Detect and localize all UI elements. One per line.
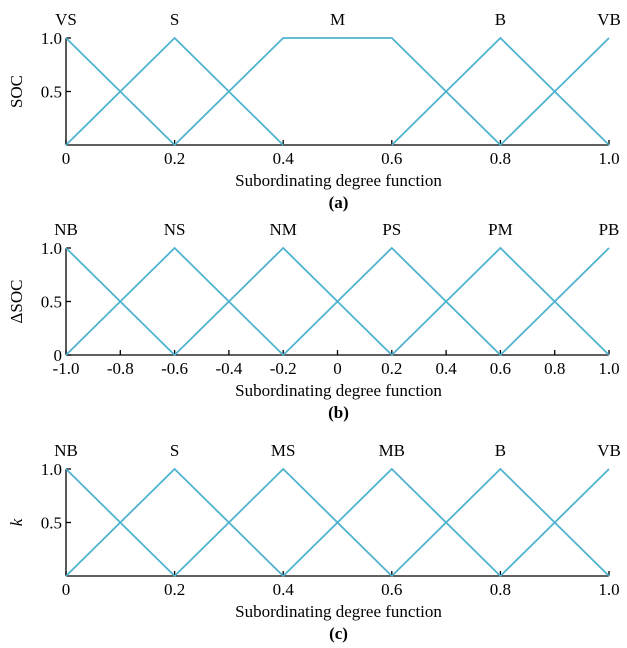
series-line-vb xyxy=(499,37,610,146)
x-tick-label: 0.8 xyxy=(490,149,511,168)
x-tick-label: -0.8 xyxy=(107,359,134,378)
x-tick-label: 0.4 xyxy=(435,359,457,378)
set-label-ms: MS xyxy=(271,441,296,460)
x-tick-label: 0.2 xyxy=(381,359,402,378)
set-label-pb: PB xyxy=(599,220,620,239)
y-tick-label: 1.0 xyxy=(41,460,62,479)
set-label-mb: MB xyxy=(379,441,405,460)
series-line-m xyxy=(173,37,502,146)
series-line-ps xyxy=(282,246,502,356)
set-label-ns: NS xyxy=(164,220,186,239)
y-tick-label: 0 xyxy=(54,346,63,365)
series-line-pm xyxy=(391,246,610,356)
x-tick-label: 0.4 xyxy=(273,149,295,168)
x-tick-label: 0.4 xyxy=(273,580,295,599)
panel-caption: (a) xyxy=(329,193,349,212)
series-line-b xyxy=(391,36,610,146)
chart-panel-1: 0 0.2 0.4 0.6 0.8 1.00.51.0VS S M B VBSOCSubordin… xyxy=(7,10,621,212)
series-line-ns xyxy=(65,246,284,356)
y-tick-label: 0.5 xyxy=(41,83,62,102)
set-label-nm: NM xyxy=(269,220,296,239)
x-tick-label: 0.2 xyxy=(164,580,185,599)
x-axis-label: Subordinating degree function xyxy=(235,602,442,621)
x-tick-label: 0.6 xyxy=(381,149,402,168)
x-tick-label: 0 xyxy=(333,359,342,378)
set-label-m: M xyxy=(330,10,345,29)
x-tick-label: 0.8 xyxy=(490,580,511,599)
panel-caption: (b) xyxy=(328,403,349,422)
y-tick-label: 0.5 xyxy=(41,293,62,312)
x-tick-label: 1.0 xyxy=(598,359,619,378)
set-label-nb: NB xyxy=(54,220,78,239)
x-tick-label: 0.8 xyxy=(544,359,565,378)
set-label-b: B xyxy=(495,441,506,460)
x-tick-label: 1.0 xyxy=(598,580,619,599)
y-tick-label: 0.5 xyxy=(41,514,62,533)
series-line-mb xyxy=(282,467,502,577)
set-label-s: S xyxy=(170,441,179,460)
x-tick-label: 0.2 xyxy=(164,149,185,168)
series-line-nm xyxy=(173,246,393,356)
y-axis-label: k xyxy=(7,518,26,526)
set-label-pm: PM xyxy=(488,220,513,239)
chart-panel-3: 0 0.2 0.4 0.6 0.8 1.00.51.0NB S MS MB B VBkSubordi… xyxy=(7,441,621,643)
set-label-s: S xyxy=(170,10,179,29)
set-label-vb: VB xyxy=(597,10,621,29)
set-label-vb: VB xyxy=(597,441,621,460)
set-label-nb: NB xyxy=(54,441,78,460)
series-line-b xyxy=(391,467,610,577)
panel-caption: (c) xyxy=(329,624,348,643)
set-label-ps: PS xyxy=(382,220,401,239)
x-tick-label: 0 xyxy=(62,580,71,599)
y-tick-label: 1.0 xyxy=(41,239,62,258)
set-label-vs: VS xyxy=(55,10,77,29)
series-line-vb xyxy=(499,468,610,577)
x-axis-label: Subordinating degree function xyxy=(235,171,442,190)
x-tick-label: -1.0 xyxy=(53,359,80,378)
series-line-ms xyxy=(173,467,393,577)
y-axis-label: ΔSOC xyxy=(7,279,26,323)
x-tick-label: 0.6 xyxy=(490,359,511,378)
x-tick-label: 1.0 xyxy=(598,149,619,168)
y-axis-label: SOC xyxy=(7,75,26,108)
chart-panel-2: -1.0 -0.8 -0.6 -0.4 -0.2 0 0.2 0.4 0.6 0.8 1.0 0 0.5… xyxy=(7,220,620,422)
series-line-s xyxy=(65,467,284,577)
x-tick-label: -0.6 xyxy=(161,359,188,378)
x-tick-label: -0.4 xyxy=(215,359,242,378)
y-tick-label: 1.0 xyxy=(41,29,62,48)
set-label-b: B xyxy=(495,10,506,29)
series-line-pb xyxy=(499,247,610,356)
series-line-s xyxy=(65,36,284,146)
x-axis-label: Subordinating degree function xyxy=(235,381,442,400)
x-tick-label: 0.6 xyxy=(381,580,402,599)
x-tick-label: 0 xyxy=(62,149,71,168)
x-tick-label: -0.2 xyxy=(270,359,297,378)
